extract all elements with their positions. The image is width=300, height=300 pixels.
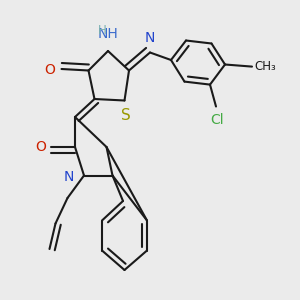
Text: O: O [36,140,46,154]
Text: H: H [98,25,107,38]
Text: NH: NH [98,27,118,41]
Text: CH₃: CH₃ [254,60,276,73]
Text: S: S [121,108,130,123]
Text: N: N [145,31,155,45]
Text: O: O [44,64,55,77]
Text: Cl: Cl [210,112,224,127]
Text: N: N [64,170,74,184]
